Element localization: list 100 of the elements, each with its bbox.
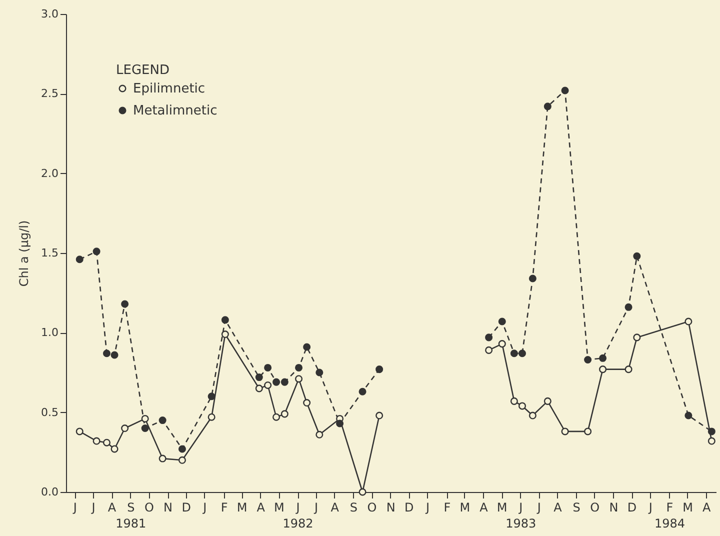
point — [255, 384, 263, 392]
x-tick-label: J — [648, 500, 652, 514]
x-tick-label: J — [202, 500, 207, 514]
x-tick-label: F — [220, 500, 228, 514]
y-tick-label: 3.0 — [41, 8, 58, 20]
point — [336, 420, 344, 428]
x-tick-label: A — [480, 500, 489, 514]
x-tick-label: J — [72, 500, 77, 514]
point — [633, 252, 641, 260]
x-tick-label: D — [404, 500, 414, 514]
point — [280, 378, 288, 386]
point — [624, 366, 632, 374]
point — [92, 248, 100, 256]
point — [510, 397, 518, 405]
point — [528, 274, 536, 282]
point — [272, 378, 280, 386]
point — [221, 330, 229, 338]
point — [316, 430, 324, 438]
point — [528, 412, 536, 420]
point — [76, 256, 84, 264]
point — [158, 416, 166, 424]
point — [633, 334, 641, 342]
x-tick-label: N — [164, 500, 173, 514]
point — [561, 86, 569, 94]
y-tick-label: 1.5 — [41, 246, 58, 260]
x-tick-label: J — [314, 500, 318, 514]
point — [624, 303, 632, 311]
point — [561, 428, 569, 436]
point — [684, 412, 692, 420]
x-tick-label: J — [424, 500, 430, 514]
point — [178, 456, 186, 464]
x-tick-label: M — [236, 500, 248, 514]
legend-label: Epilimnetic — [133, 82, 206, 96]
legend-title: LEGEND — [116, 63, 170, 78]
x-tick-label: J — [536, 500, 541, 514]
point — [178, 445, 186, 453]
point — [584, 428, 592, 436]
point — [76, 428, 84, 436]
point — [110, 445, 118, 453]
point — [708, 428, 716, 436]
point — [518, 402, 526, 410]
x-tick-label: A — [554, 500, 563, 514]
point — [255, 374, 263, 382]
x-tick-label: N — [609, 500, 618, 514]
point — [584, 356, 592, 364]
x-tick-label: M — [496, 500, 508, 514]
y-tick-label: 2.5 — [41, 87, 58, 100]
y-tick-label: 0.0 — [41, 486, 58, 498]
point — [485, 346, 493, 354]
point — [544, 397, 552, 405]
point — [485, 334, 493, 342]
point — [708, 437, 716, 445]
x-tick-label: S 1981 — [116, 500, 146, 530]
point — [498, 340, 506, 348]
x-tick-label: S — [350, 500, 358, 514]
point — [358, 388, 366, 396]
point — [510, 350, 518, 358]
point — [316, 368, 324, 376]
legend-label: Metalimnetic — [133, 104, 218, 118]
point — [599, 354, 607, 362]
point — [498, 318, 506, 326]
point — [544, 102, 552, 110]
point — [376, 366, 384, 374]
point — [102, 350, 110, 358]
y-tick-label: 2.0 — [41, 166, 58, 180]
point — [684, 318, 692, 326]
x-tick-label: F — [444, 500, 451, 514]
y-tick-label: 0.5 — [41, 406, 58, 419]
x-tick-label: J 1983 — [506, 500, 536, 530]
y-tick-label: 1.0 — [41, 326, 58, 340]
x-tick-label: A — [108, 500, 117, 514]
x-tick-label: M — [682, 500, 693, 514]
x-tick-label: O — [590, 500, 600, 514]
point — [121, 424, 129, 432]
point — [272, 413, 280, 421]
x-tick-label: A — [256, 500, 266, 514]
x-tick-label: M — [460, 500, 470, 514]
x-tick-label: J 1982 — [282, 500, 314, 530]
point — [102, 438, 110, 446]
x-tick-label: A — [702, 500, 712, 514]
x-tick-label: M — [274, 500, 284, 514]
point — [208, 392, 216, 400]
x-tick-label: S — [572, 500, 580, 514]
point — [303, 399, 311, 407]
point — [221, 316, 229, 324]
point — [295, 364, 303, 372]
point — [158, 454, 166, 462]
point — [264, 381, 272, 389]
point — [121, 300, 129, 308]
point — [376, 412, 384, 420]
y-axis-title: Chl a (μg/l) — [17, 220, 32, 287]
point — [92, 437, 100, 445]
x-tick-label: O — [367, 500, 377, 514]
point — [141, 414, 149, 422]
x-tick-label: J — [90, 500, 96, 514]
point — [208, 413, 216, 421]
x-tick-label: O — [144, 500, 154, 514]
point — [110, 351, 118, 359]
point — [358, 488, 366, 496]
point — [518, 350, 526, 358]
